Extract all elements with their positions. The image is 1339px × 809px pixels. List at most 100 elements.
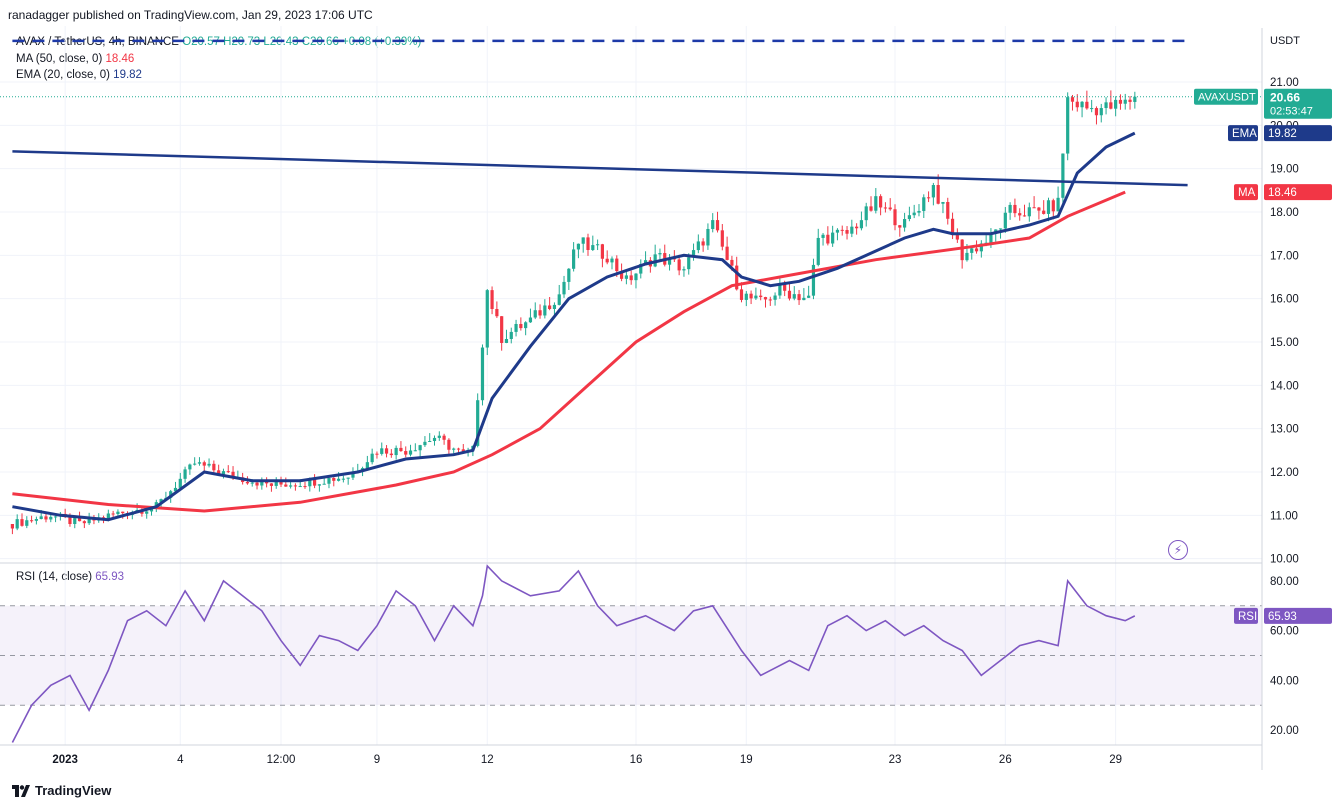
candle-body	[706, 228, 710, 246]
candle-body	[303, 486, 307, 488]
legend-ma-row[interactable]: MA (50, close, 0) 18.46	[16, 51, 421, 68]
candle-body	[255, 482, 259, 486]
candle-body	[1013, 204, 1017, 214]
candle-body	[73, 518, 77, 525]
rsi-tick-label: 60.00	[1270, 626, 1299, 638]
rsi-tick-label: 40.00	[1270, 675, 1299, 687]
candle-body	[677, 259, 681, 271]
candle-body	[116, 511, 120, 515]
candle-body	[687, 257, 691, 270]
candle-body	[327, 477, 331, 484]
candle-body	[543, 305, 547, 316]
candle-body	[792, 294, 796, 299]
candle-body	[946, 201, 950, 219]
candle-body	[907, 215, 911, 220]
candle-body	[917, 210, 921, 213]
price-tick-label: 14.00	[1270, 380, 1299, 392]
price-tick-label: 12.00	[1270, 467, 1299, 479]
candle-body	[77, 518, 82, 522]
candle-body	[926, 197, 931, 199]
candle-body	[763, 297, 768, 300]
candle-body	[312, 478, 317, 486]
candle-body	[1133, 96, 1137, 102]
candle-body	[490, 290, 494, 309]
candle-body	[807, 295, 811, 298]
candle-body	[1018, 213, 1022, 216]
candle-body	[274, 481, 278, 486]
candle-body	[346, 477, 350, 479]
candle-body	[1056, 197, 1060, 212]
candle-body	[1037, 207, 1041, 211]
candle-body	[787, 290, 792, 299]
candle-body	[365, 462, 369, 469]
candle-body	[898, 225, 902, 228]
rsi-tick-label: 20.00	[1270, 725, 1299, 737]
rsi-legend-value: 65.93	[95, 571, 125, 583]
candle-body	[279, 481, 283, 485]
candle-body	[1104, 102, 1108, 109]
candle-body	[701, 241, 705, 246]
candle-body	[183, 469, 187, 479]
candle-body	[739, 289, 744, 300]
time-tick-label: 2023	[52, 754, 78, 766]
candle-body	[586, 237, 590, 250]
candle-body	[341, 478, 345, 480]
candle-body	[720, 230, 724, 247]
candle-body	[389, 453, 393, 456]
candle-body	[1080, 101, 1084, 108]
candle-body	[970, 248, 974, 253]
price-tick-label: 10.00	[1270, 554, 1299, 566]
candle-body	[725, 246, 729, 260]
candle-body	[34, 519, 38, 521]
candle-body	[581, 237, 585, 244]
candle-body	[173, 487, 178, 492]
candle-body	[667, 257, 672, 265]
footer-brand[interactable]: TradingView	[12, 783, 111, 798]
price-badge-countdown: 02:53:47	[1270, 106, 1313, 118]
price-tick-label: 13.00	[1270, 424, 1299, 436]
candle-body	[39, 516, 43, 520]
candle-body	[974, 248, 979, 252]
candle-body	[413, 450, 417, 452]
candle-body	[888, 207, 892, 210]
candle-body	[317, 484, 321, 486]
trendline	[12, 150, 1188, 187]
candle-body	[524, 322, 528, 329]
candle-body	[941, 201, 945, 204]
candle-body	[811, 264, 816, 296]
candle-body	[1090, 108, 1094, 110]
candle-body	[408, 450, 413, 455]
candle-body	[514, 323, 518, 332]
candle-body	[816, 237, 820, 265]
candle-body	[159, 499, 163, 503]
candle-body	[178, 478, 182, 488]
price-tick-label: 17.00	[1270, 250, 1299, 262]
candle-body	[10, 524, 14, 529]
candle-body	[351, 471, 355, 478]
price-tick-label: 19.00	[1270, 164, 1299, 176]
rsi-legend[interactable]: RSI (14, close) 65.93	[16, 571, 124, 583]
candle-body	[193, 463, 197, 465]
candle-body	[591, 245, 595, 250]
candle-body	[250, 482, 254, 484]
legend-ema-row[interactable]: EMA (20, close, 0) 19.82	[16, 67, 421, 84]
rsi-guides	[0, 605, 1262, 706]
rsi-legend-label: RSI (14, close)	[16, 571, 93, 583]
ma-badge-value-bg	[1264, 184, 1332, 201]
price-badge-bg	[1264, 88, 1332, 119]
candle-body	[998, 228, 1003, 230]
chart-legend: AVAX / TetherUS, 4h, BINANCE O20.57 H20.…	[16, 34, 421, 84]
candle-body	[600, 244, 604, 259]
time-tick-label: 26	[999, 754, 1012, 766]
lightning-icon[interactable]: ⚡	[1168, 540, 1188, 560]
candle-body	[25, 520, 29, 526]
publisher-text: ranadagger published on TradingView.com,…	[8, 8, 373, 22]
time-tick-label: 12	[481, 754, 494, 766]
candle-body	[624, 275, 628, 279]
candle-body	[619, 271, 624, 279]
candle-body	[855, 226, 859, 229]
candle-body	[749, 293, 753, 299]
candle-body	[965, 252, 969, 261]
candle-body	[121, 511, 125, 514]
